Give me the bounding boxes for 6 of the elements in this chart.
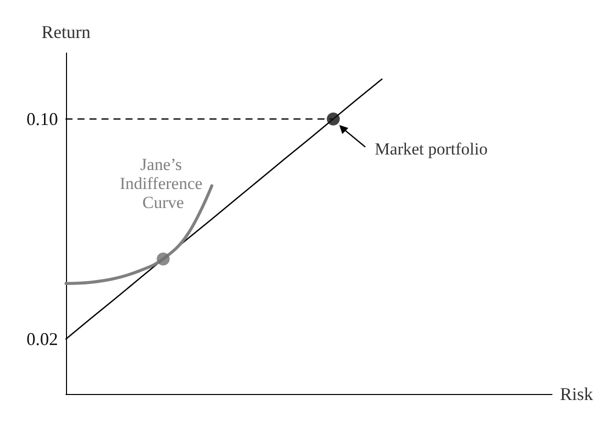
x-axis-title: Risk bbox=[560, 384, 594, 404]
y-tick-label: 0.02 bbox=[26, 329, 58, 349]
y-tick-label: 0.10 bbox=[26, 109, 58, 129]
series-label: Jane’s Indifference Curve bbox=[120, 154, 207, 212]
text: Market portfolio bbox=[374, 140, 488, 158]
y-axis-title: Return bbox=[42, 22, 90, 42]
